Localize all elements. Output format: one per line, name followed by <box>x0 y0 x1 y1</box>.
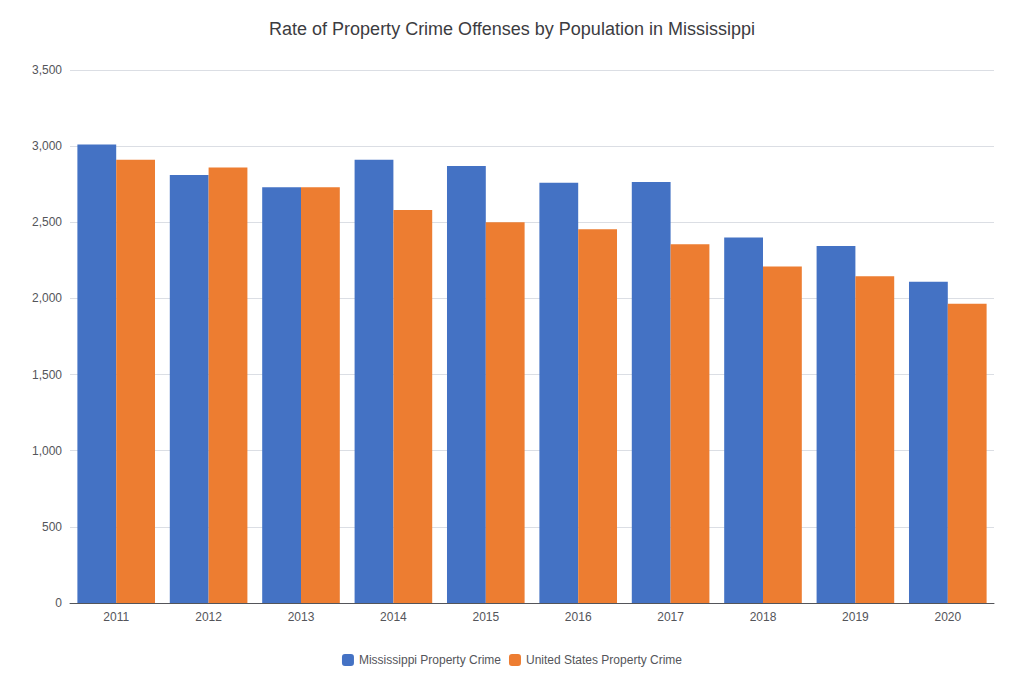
svg-text:Rate of Property Crime Offense: Rate of Property Crime Offenses by Popul… <box>269 19 755 39</box>
svg-text:2013: 2013 <box>288 610 315 624</box>
svg-text:2018: 2018 <box>750 610 777 624</box>
svg-text:2017: 2017 <box>657 610 684 624</box>
svg-text:3,500: 3,500 <box>32 63 62 77</box>
svg-text:3,000: 3,000 <box>32 139 62 153</box>
svg-text:2,000: 2,000 <box>32 291 62 305</box>
svg-text:1,000: 1,000 <box>32 444 62 458</box>
svg-text:2012: 2012 <box>195 610 222 624</box>
svg-text:2020: 2020 <box>934 610 961 624</box>
svg-text:500: 500 <box>42 520 62 534</box>
svg-text:2015: 2015 <box>472 610 499 624</box>
svg-text:United States Property Crime: United States Property Crime <box>526 653 682 667</box>
svg-text:2,500: 2,500 <box>32 215 62 229</box>
svg-text:0: 0 <box>55 596 62 610</box>
svg-text:2011: 2011 <box>103 610 129 624</box>
svg-text:Mississippi Property Crime: Mississippi Property Crime <box>359 653 501 667</box>
svg-text:2016: 2016 <box>565 610 592 624</box>
svg-text:2014: 2014 <box>380 610 407 624</box>
svg-text:1,500: 1,500 <box>32 368 62 382</box>
svg-text:2019: 2019 <box>842 610 869 624</box>
